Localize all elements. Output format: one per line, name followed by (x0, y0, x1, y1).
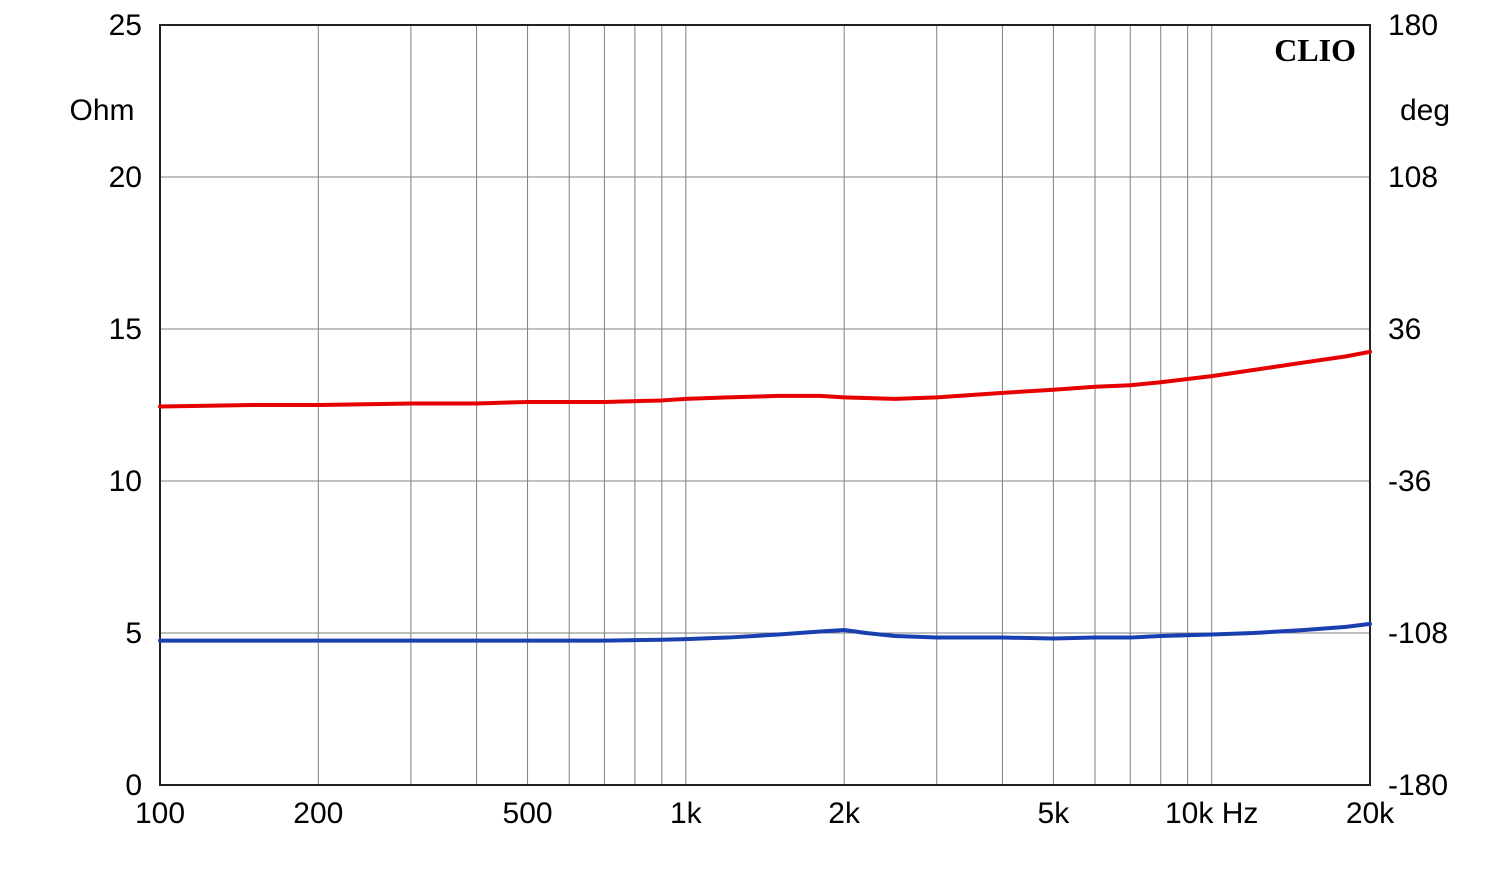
x-tick-label: 10k Hz (1165, 797, 1258, 830)
y-left-tick-label: 5 (125, 617, 142, 650)
y-right-axis-label: deg (1400, 94, 1450, 127)
x-tick-label: 5k (1038, 797, 1071, 830)
y-right-tick-label: -180 (1388, 769, 1448, 802)
x-tick-label: 200 (293, 797, 343, 830)
impedance-phase-chart: 1002005001k2k5k10k Hz20k0510152025-180-1… (0, 0, 1500, 870)
y-left-tick-label: 20 (109, 161, 142, 194)
y-left-tick-label: 10 (109, 465, 142, 498)
y-right-tick-label: 108 (1388, 161, 1438, 194)
y-right-tick-label: -36 (1388, 465, 1431, 498)
y-right-tick-label: 180 (1388, 9, 1438, 42)
x-tick-label: 100 (135, 797, 185, 830)
brand-label: CLIO (1274, 32, 1356, 68)
y-left-tick-label: 15 (109, 313, 142, 346)
x-tick-label: 1k (670, 797, 703, 830)
y-left-axis-label: Ohm (69, 94, 134, 127)
y-right-tick-label: 36 (1388, 313, 1421, 346)
x-tick-label: 500 (503, 797, 553, 830)
y-left-tick-label: 25 (109, 9, 142, 42)
y-right-tick-label: -108 (1388, 617, 1448, 650)
y-left-tick-label: 0 (125, 769, 142, 802)
x-tick-label: 2k (828, 797, 861, 830)
chart-container: 1002005001k2k5k10k Hz20k0510152025-180-1… (0, 0, 1500, 870)
